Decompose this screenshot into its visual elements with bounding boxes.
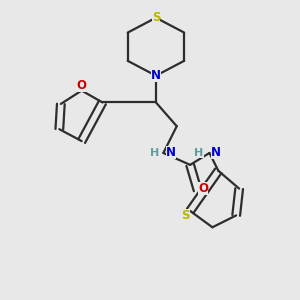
Text: S: S: [182, 209, 190, 222]
Text: H: H: [194, 148, 204, 158]
Text: N: N: [211, 146, 221, 160]
Text: N: N: [166, 146, 176, 160]
Text: S: S: [152, 11, 160, 24]
Text: H: H: [150, 148, 159, 158]
Text: O: O: [76, 79, 87, 92]
Text: O: O: [199, 182, 208, 195]
Text: N: N: [151, 69, 161, 82]
